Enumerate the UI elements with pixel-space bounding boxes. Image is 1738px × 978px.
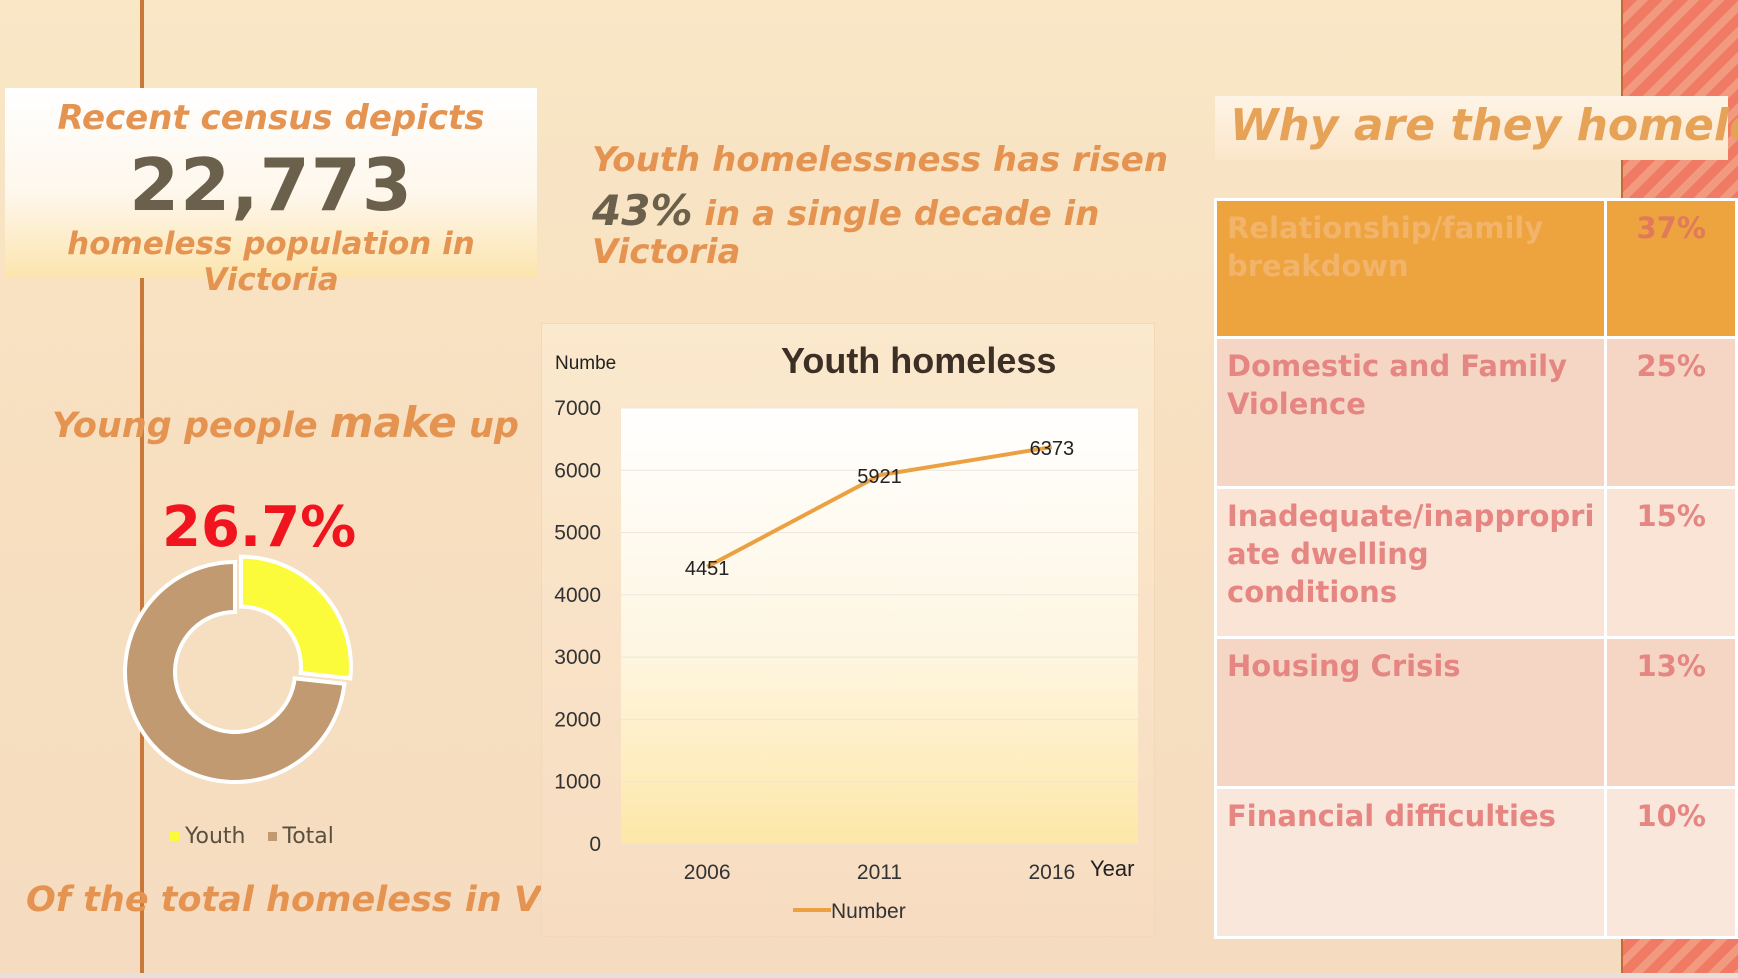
- x-tick-label: 2011: [857, 861, 902, 884]
- why-title: Why are they homeless: [1230, 100, 1738, 151]
- donut-slice-total: [123, 559, 347, 784]
- young-suffix: up: [456, 406, 519, 446]
- donut-legend: Youth Total: [170, 824, 334, 849]
- reason-text: breakdown: [1227, 249, 1409, 283]
- reasons-table: Relationship/family breakdown 37% Domestic …: [1213, 198, 1738, 939]
- census-box: Recent census depicts 22,773 homeless po…: [5, 88, 537, 298]
- youth-percentage: 26.7%: [162, 495, 357, 560]
- young-prefix: Young people: [52, 406, 330, 446]
- legend-series-label: Number: [831, 900, 906, 923]
- legend-total-label: Total: [282, 824, 334, 849]
- reason-text: Inadequate/inappropri: [1227, 499, 1595, 533]
- y-axis-label: Numbe: [555, 353, 616, 374]
- x-tick-label: 2006: [684, 861, 731, 884]
- x-axis-label: Year: [1090, 856, 1134, 881]
- y-tick-label: 3000: [554, 646, 601, 669]
- of-total-footer: Of the total homeless in VIC: [26, 880, 580, 920]
- census-title: Recent census depicts: [57, 98, 485, 138]
- x-tick-labels: 2006 2011 2016: [684, 861, 1075, 884]
- risen-line-1: Youth homelessness has risen: [592, 140, 1169, 180]
- reason-percentage: 10%: [1604, 786, 1738, 939]
- young-make: make: [329, 398, 457, 447]
- left-accent-bar: [140, 0, 144, 978]
- reason-row: Relationship/family breakdown 37%: [1213, 198, 1738, 339]
- x-tick-label: 2016: [1028, 861, 1075, 884]
- bottom-edge: [0, 973, 1738, 978]
- plot-area: [621, 408, 1138, 844]
- reason-cell: Inadequate/inappropri ate dwelling conditi…: [1213, 486, 1608, 639]
- legend-youth-swatch: [170, 832, 179, 841]
- y-tick-label: 7000: [554, 397, 601, 420]
- y-tick-label: 1000: [554, 771, 601, 794]
- reason-row: Inadequate/inappropri ate dwelling conditi…: [1213, 486, 1738, 639]
- legend-youth-label: Youth: [185, 824, 246, 849]
- data-label: 5921: [857, 466, 902, 488]
- risen-percentage: 43%: [592, 186, 693, 235]
- census-subtitle: homeless population in Victoria: [67, 226, 475, 298]
- series-line-number: [706, 445, 1053, 569]
- y-tick-label: 4000: [554, 584, 601, 607]
- reason-text: ate dwelling: [1227, 537, 1429, 571]
- reason-text: Domestic and Family: [1227, 349, 1567, 383]
- y-tick-labels: 0 1000 2000 3000 4000 5000 6000 7000: [554, 397, 601, 856]
- data-label: 6373: [1030, 438, 1075, 460]
- reason-text: Violence: [1227, 387, 1366, 421]
- y-tick-label: 6000: [554, 459, 601, 482]
- legend-total-swatch: [267, 832, 277, 841]
- donut-slice-youth: [238, 554, 353, 681]
- donut-slices: [123, 554, 353, 784]
- reason-percentage: 15%: [1604, 486, 1738, 639]
- reason-cell: Domestic and Family Violence: [1213, 336, 1608, 489]
- risen-line-2: 43% in a single decade in: [592, 186, 1099, 235]
- reason-text: Housing Crisis: [1227, 649, 1461, 683]
- risen-line-3: Victoria: [592, 232, 741, 272]
- donut-chart: [123, 554, 353, 784]
- reason-cell: Financial difficulties: [1213, 786, 1608, 939]
- data-label: 4451: [685, 558, 730, 580]
- reason-percentage: 25%: [1604, 336, 1738, 489]
- reason-text: conditions: [1227, 575, 1398, 609]
- reason-row: Financial difficulties 10%: [1213, 786, 1738, 939]
- reason-cell: Relationship/family breakdown: [1213, 198, 1608, 339]
- y-tick-label: 2000: [554, 708, 601, 731]
- y-tick-label: 5000: [554, 522, 601, 545]
- young-people-heading: Young people make up: [52, 398, 519, 447]
- reason-percentage: 37%: [1604, 198, 1738, 339]
- why-title-box: Why are they homeless: [1215, 96, 1738, 160]
- census-number: 22,773: [129, 143, 413, 227]
- reason-row: Domestic and Family Violence 25%: [1213, 336, 1738, 489]
- reason-row: Housing Crisis 13%: [1213, 636, 1738, 789]
- gridlines: [621, 407, 1138, 845]
- y-tick-label: 0: [589, 833, 601, 856]
- reason-text: Relationship/family: [1227, 211, 1544, 245]
- reason-text: Financial difficulties: [1227, 799, 1556, 833]
- risen-line-2-rest: in a single decade in: [692, 194, 1100, 234]
- reason-percentage: 13%: [1604, 636, 1738, 789]
- reason-cell: Housing Crisis: [1213, 636, 1608, 789]
- data-labels: 4451 5921 6373: [685, 438, 1074, 580]
- chart-title: Youth homeless: [781, 340, 1056, 381]
